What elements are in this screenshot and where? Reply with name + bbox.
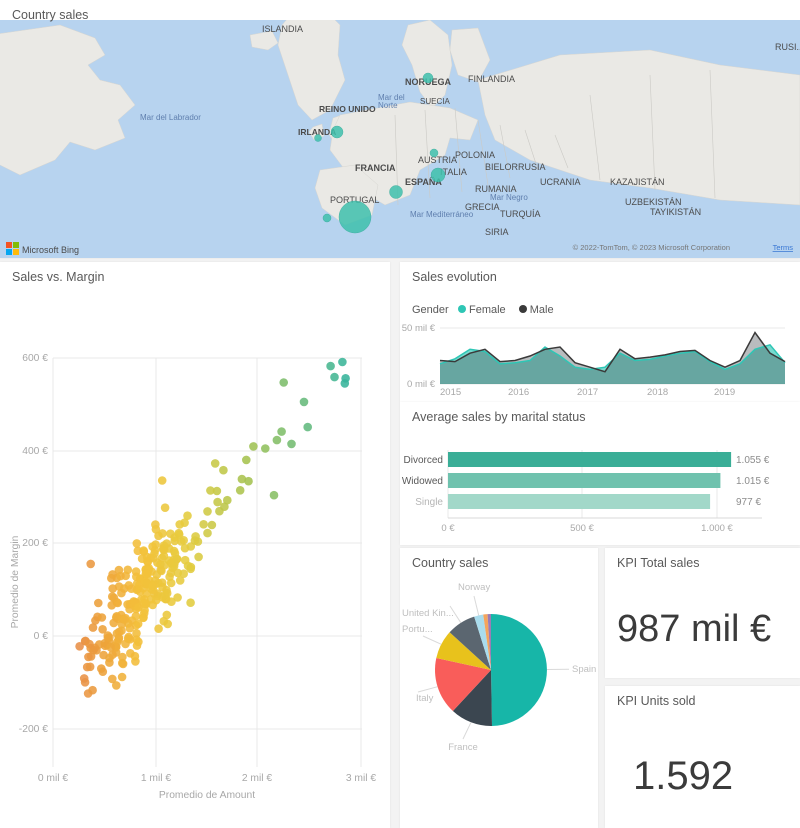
svg-text:1.055 €: 1.055 € [736,455,770,466]
svg-text:2018: 2018 [647,387,668,396]
svg-text:2019: 2019 [714,387,735,396]
svg-text:977 €: 977 € [736,497,761,508]
svg-text:KAZAJISTÁN: KAZAJISTÁN [610,177,665,187]
svg-text:AUSTRIA: AUSTRIA [418,155,457,165]
svg-text:BIELORRUSIA: BIELORRUSIA [485,162,546,172]
svg-text:UCRANIA: UCRANIA [540,177,581,187]
svg-text:Norte: Norte [378,101,398,110]
svg-text:0 €: 0 € [34,631,49,642]
svg-text:UZBEKISTÁN: UZBEKISTÁN [625,197,682,207]
svg-text:0 mil €: 0 mil € [38,773,69,784]
svg-text:0 mil €: 0 mil € [407,379,436,390]
svg-text:Divorced: Divorced [404,455,443,466]
svg-text:2017: 2017 [577,387,598,396]
svg-text:Single: Single [415,497,443,508]
svg-text:United Kin...: United Kin... [402,608,454,619]
svg-text:Widowed: Widowed [402,476,443,487]
svg-text:3 mil €: 3 mil € [346,773,377,784]
svg-text:TAYIKISTÁN: TAYIKISTÁN [650,207,701,217]
svg-text:Promedio de Amount: Promedio de Amount [159,790,255,801]
svg-text:TURQUÍA: TURQUÍA [500,209,541,219]
svg-text:Mar Mediterráneo: Mar Mediterráneo [410,210,474,219]
svg-text:50 mil €: 50 mil € [402,324,436,334]
svg-text:600 €: 600 € [22,353,48,364]
svg-text:Norway: Norway [458,582,490,593]
svg-text:-200 €: -200 € [19,724,48,735]
svg-text:500 €: 500 € [570,523,594,534]
svg-text:SUECIA: SUECIA [420,97,450,106]
svg-text:Terms: Terms [773,243,794,252]
svg-text:1 mil €: 1 mil € [141,773,172,784]
svg-text:2016: 2016 [508,387,529,396]
svg-text:France: France [448,742,478,753]
svg-text:Mar Negro: Mar Negro [490,193,528,202]
svg-text:Spain: Spain [572,664,596,675]
svg-text:Italy: Italy [416,693,434,704]
svg-text:200 €: 200 € [22,538,48,549]
svg-text:© 2022-TomTom, © 2023 Microsof: © 2022-TomTom, © 2023 Microsoft Corporat… [573,243,730,252]
svg-text:RUSI...: RUSI... [775,42,800,52]
svg-text:2015: 2015 [440,387,461,396]
svg-text:SIRIA: SIRIA [485,227,509,237]
svg-text:400 €: 400 € [22,446,48,457]
svg-text:REINO UNIDO: REINO UNIDO [319,104,376,114]
svg-text:FINLANDIA: FINLANDIA [468,74,515,84]
svg-text:ISLANDIA: ISLANDIA [262,24,303,34]
svg-text:1.000 €: 1.000 € [701,523,733,534]
svg-text:Promedio de Margin: Promedio de Margin [10,535,21,628]
svg-text:Mar del Labrador: Mar del Labrador [140,113,201,122]
svg-text:FRANCIA: FRANCIA [355,163,396,173]
svg-text:2 mil €: 2 mil € [242,773,273,784]
svg-text:Portu...: Portu... [402,624,433,635]
svg-text:Microsoft Bing: Microsoft Bing [22,245,79,255]
svg-text:1.015 €: 1.015 € [736,476,770,487]
svg-text:0 €: 0 € [441,523,455,534]
svg-text:POLONIA: POLONIA [455,150,495,160]
